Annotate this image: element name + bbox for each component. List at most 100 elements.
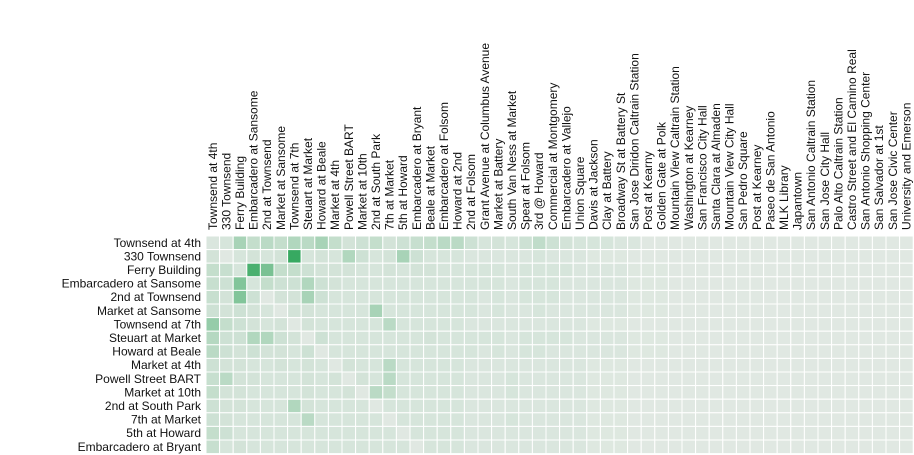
heatmap-cell[interactable] [232,289,248,305]
heatmap-cell[interactable] [531,371,547,387]
heatmap-cell[interactable] [273,249,289,264]
heatmap-cell[interactable] [871,235,887,251]
heatmap-cell[interactable] [708,412,724,427]
heatmap-cell[interactable] [586,439,601,455]
heatmap-cell[interactable] [545,412,561,427]
heatmap-cell[interactable] [654,276,669,291]
heatmap-cell[interactable] [640,276,656,291]
heatmap-cell[interactable] [776,289,792,305]
heatmap-cell[interactable] [314,344,329,359]
heatmap-cell[interactable] [640,303,656,319]
heatmap-cell[interactable] [790,330,805,346]
heatmap-cell[interactable] [776,344,792,359]
heatmap-cell[interactable] [477,303,493,319]
heatmap-cell[interactable] [681,303,697,319]
heatmap-cell[interactable] [314,357,329,373]
heatmap-cell[interactable] [831,317,846,332]
heatmap-cell[interactable] [436,412,452,427]
heatmap-cell[interactable] [477,371,493,387]
heatmap-cell[interactable] [382,371,397,387]
heatmap-cell[interactable] [817,398,833,414]
heatmap-cell[interactable] [314,303,329,319]
heatmap-cell[interactable] [803,371,819,387]
heatmap-cell[interactable] [831,344,846,359]
heatmap-cell[interactable] [518,371,533,387]
heatmap-cell[interactable] [858,398,873,414]
heatmap-cell[interactable] [219,398,234,414]
heatmap-cell[interactable] [572,276,588,291]
heatmap-cell[interactable] [885,330,901,346]
heatmap-cell[interactable] [504,439,520,455]
heatmap-cell[interactable] [858,317,873,332]
heatmap-cell[interactable] [246,235,261,251]
heatmap-cell[interactable] [831,289,846,305]
heatmap-cell[interactable] [790,357,805,373]
heatmap-cell[interactable] [395,249,411,264]
heatmap-cell[interactable] [395,398,411,414]
heatmap-cell[interactable] [695,235,710,251]
heatmap-cell[interactable] [572,439,588,455]
heatmap-cell[interactable] [844,371,860,387]
heatmap-cell[interactable] [491,385,506,400]
heatmap-cell[interactable] [232,276,248,291]
heatmap-cell[interactable] [627,344,642,359]
heatmap-cell[interactable] [341,262,357,278]
heatmap-cell[interactable] [355,330,370,346]
heatmap-cell[interactable] [695,439,710,455]
heatmap-cell[interactable] [246,412,261,427]
heatmap-cell[interactable] [871,317,887,332]
heatmap-cell[interactable] [776,235,792,251]
heatmap-cell[interactable] [205,303,221,319]
heatmap-cell[interactable] [327,303,343,319]
heatmap-cell[interactable] [885,344,901,359]
heatmap-cell[interactable] [803,262,819,278]
heatmap-cell[interactable] [518,235,533,251]
heatmap-cell[interactable] [463,439,479,455]
heatmap-cell[interactable] [790,276,805,291]
heatmap-cell[interactable] [871,303,887,319]
heatmap-cell[interactable] [749,357,765,373]
heatmap-cell[interactable] [382,398,397,414]
heatmap-cell[interactable] [491,425,506,441]
heatmap-cell[interactable] [450,262,465,278]
heatmap-cell[interactable] [722,412,737,427]
heatmap-cell[interactable] [572,317,588,332]
heatmap-cell[interactable] [899,317,914,332]
heatmap-cell[interactable] [627,317,642,332]
heatmap-cell[interactable] [368,276,384,291]
heatmap-cell[interactable] [763,398,778,414]
heatmap-cell[interactable] [450,425,465,441]
heatmap-cell[interactable] [844,344,860,359]
heatmap-cell[interactable] [790,398,805,414]
heatmap-cell[interactable] [463,425,479,441]
heatmap-cell[interactable] [463,303,479,319]
heatmap-cell[interactable] [844,425,860,441]
heatmap-cell[interactable] [450,317,465,332]
heatmap-cell[interactable] [586,412,601,427]
heatmap-cell[interactable] [695,262,710,278]
heatmap-cell[interactable] [246,344,261,359]
heatmap-cell[interactable] [586,262,601,278]
heatmap-cell[interactable] [436,330,452,346]
heatmap-cell[interactable] [382,276,397,291]
heatmap-cell[interactable] [518,412,533,427]
heatmap-cell[interactable] [885,357,901,373]
heatmap-cell[interactable] [409,425,425,441]
heatmap-cell[interactable] [695,289,710,305]
heatmap-cell[interactable] [627,330,642,346]
heatmap-cell[interactable] [341,357,357,373]
heatmap-cell[interactable] [259,357,275,373]
heatmap-cell[interactable] [627,235,642,251]
heatmap-cell[interactable] [327,276,343,291]
heatmap-cell[interactable] [831,425,846,441]
heatmap-cell[interactable] [518,249,533,264]
heatmap-cell[interactable] [368,385,384,400]
heatmap-cell[interactable] [450,303,465,319]
heatmap-cell[interactable] [423,398,438,414]
heatmap-cell[interactable] [246,262,261,278]
heatmap-cell[interactable] [749,412,765,427]
heatmap-cell[interactable] [844,412,860,427]
heatmap-cell[interactable] [667,235,683,251]
heatmap-cell[interactable] [654,412,669,427]
heatmap-cell[interactable] [287,303,302,319]
